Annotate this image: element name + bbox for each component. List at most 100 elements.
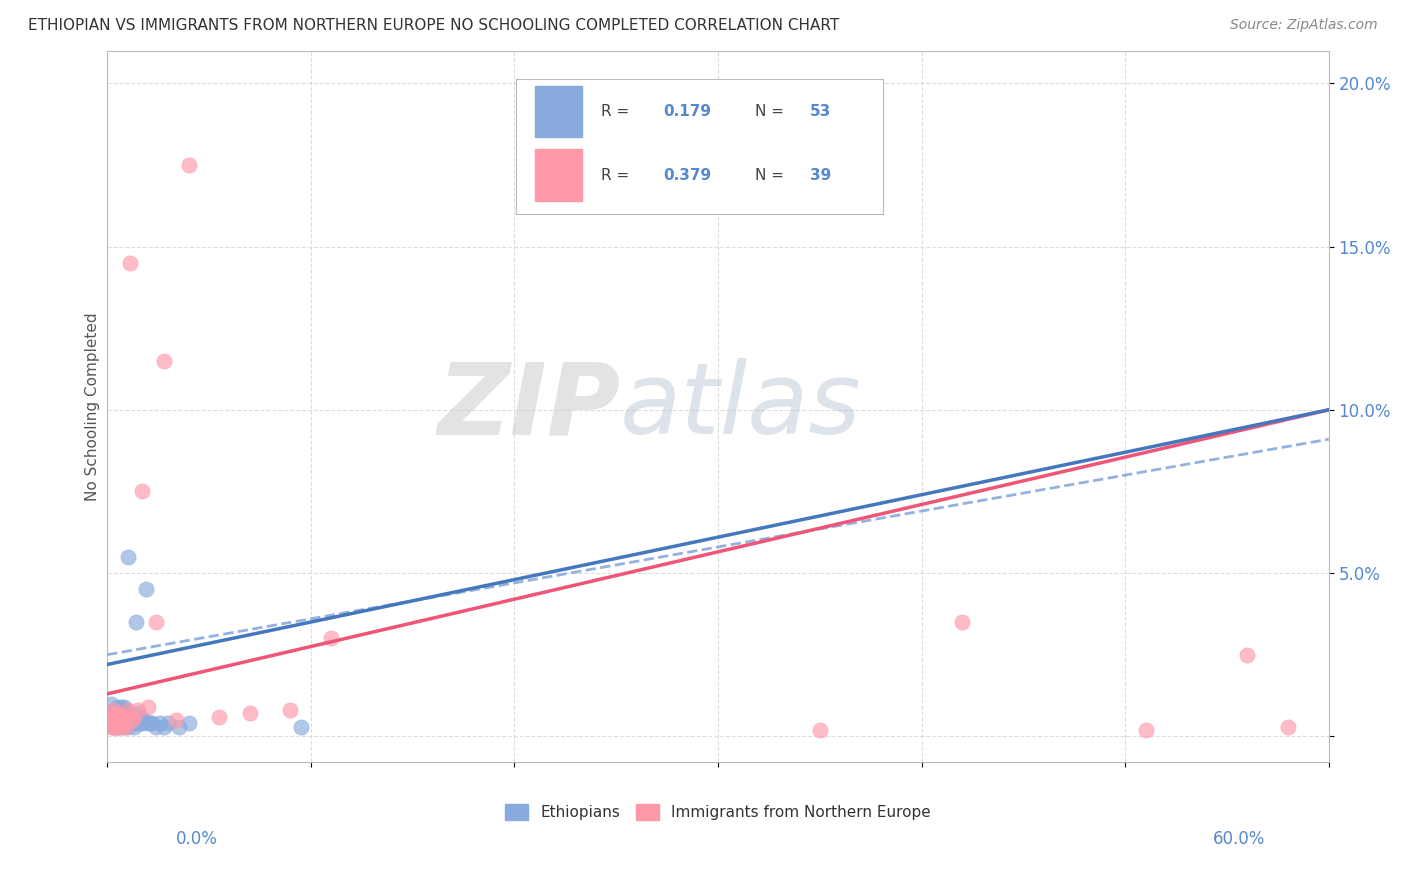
Text: 60.0%: 60.0%: [1213, 830, 1265, 847]
Point: [153, 354, 176, 368]
Point: [135, 582, 157, 597]
Point: [103, 719, 125, 733]
Point: [100, 719, 122, 733]
Point: [141, 716, 163, 731]
Point: [239, 706, 262, 721]
Point: [108, 710, 131, 724]
Point: [1135, 723, 1157, 737]
Point: [145, 719, 167, 733]
Point: [136, 700, 159, 714]
Point: [108, 719, 131, 733]
Point: [208, 710, 231, 724]
Point: [808, 723, 831, 737]
Point: [103, 706, 125, 721]
Point: [132, 713, 155, 727]
Point: [107, 713, 129, 727]
Point: [104, 719, 127, 733]
Point: [112, 706, 135, 721]
Point: [128, 716, 150, 731]
Point: [110, 719, 132, 733]
Point: [118, 710, 141, 724]
Point: [127, 716, 149, 731]
Point: [104, 713, 127, 727]
Point: [167, 719, 190, 733]
Point: [103, 713, 125, 727]
Point: [103, 719, 125, 733]
Point: [107, 706, 129, 721]
Point: [108, 710, 131, 724]
Point: [117, 706, 139, 721]
Point: [121, 713, 143, 727]
Point: [157, 716, 180, 731]
Point: [112, 719, 135, 733]
Point: [117, 719, 139, 733]
Point: [321, 632, 343, 646]
Text: atlas: atlas: [620, 358, 862, 455]
Point: [117, 549, 139, 564]
Point: [290, 719, 312, 733]
Legend: Ethiopians, Immigrants from Northern Europe: Ethiopians, Immigrants from Northern Eur…: [499, 797, 936, 826]
Point: [1277, 719, 1299, 733]
Point: [104, 719, 127, 733]
Point: [131, 716, 153, 731]
Point: [122, 710, 145, 724]
Point: [104, 706, 127, 721]
Point: [153, 719, 176, 733]
Point: [121, 710, 143, 724]
Point: [114, 719, 136, 733]
Point: [112, 710, 135, 724]
Point: [117, 703, 139, 717]
Point: [114, 703, 136, 717]
Point: [118, 256, 141, 270]
Point: [108, 716, 131, 731]
Point: [125, 710, 148, 724]
Point: [280, 703, 302, 717]
Point: [950, 615, 973, 629]
Point: [114, 710, 136, 724]
Y-axis label: No Schooling Completed: No Schooling Completed: [86, 312, 100, 501]
Point: [110, 706, 132, 721]
Point: [131, 484, 153, 499]
Point: [177, 716, 200, 731]
Point: [112, 716, 135, 731]
Point: [112, 713, 135, 727]
Point: [127, 706, 149, 721]
Point: [100, 710, 122, 724]
Point: [107, 719, 129, 733]
Point: [128, 710, 150, 724]
Text: Source: ZipAtlas.com: Source: ZipAtlas.com: [1230, 18, 1378, 32]
Point: [145, 615, 167, 629]
Point: [166, 713, 188, 727]
Text: ETHIOPIAN VS IMMIGRANTS FROM NORTHERN EUROPE NO SCHOOLING COMPLETED CORRELATION : ETHIOPIAN VS IMMIGRANTS FROM NORTHERN EU…: [28, 18, 839, 33]
Point: [114, 710, 136, 724]
Point: [103, 713, 125, 727]
Point: [107, 706, 129, 721]
Point: [110, 713, 132, 727]
Point: [107, 713, 129, 727]
Point: [136, 716, 159, 731]
Point: [125, 615, 148, 629]
Point: [1236, 648, 1258, 662]
Text: ZIP: ZIP: [437, 358, 620, 455]
Point: [149, 716, 172, 731]
Point: [107, 700, 129, 714]
Point: [104, 703, 127, 717]
Point: [104, 713, 127, 727]
Text: 0.0%: 0.0%: [176, 830, 218, 847]
Point: [103, 703, 125, 717]
Point: [118, 716, 141, 731]
Point: [108, 703, 131, 717]
Point: [107, 719, 129, 733]
Point: [112, 700, 135, 714]
Point: [139, 716, 162, 731]
Point: [177, 158, 200, 172]
Point: [110, 719, 132, 733]
Point: [110, 700, 132, 714]
Point: [114, 716, 136, 731]
Point: [122, 719, 145, 733]
Point: [110, 713, 132, 727]
Point: [121, 716, 143, 731]
Point: [100, 697, 122, 711]
Point: [127, 703, 149, 717]
Point: [122, 713, 145, 727]
